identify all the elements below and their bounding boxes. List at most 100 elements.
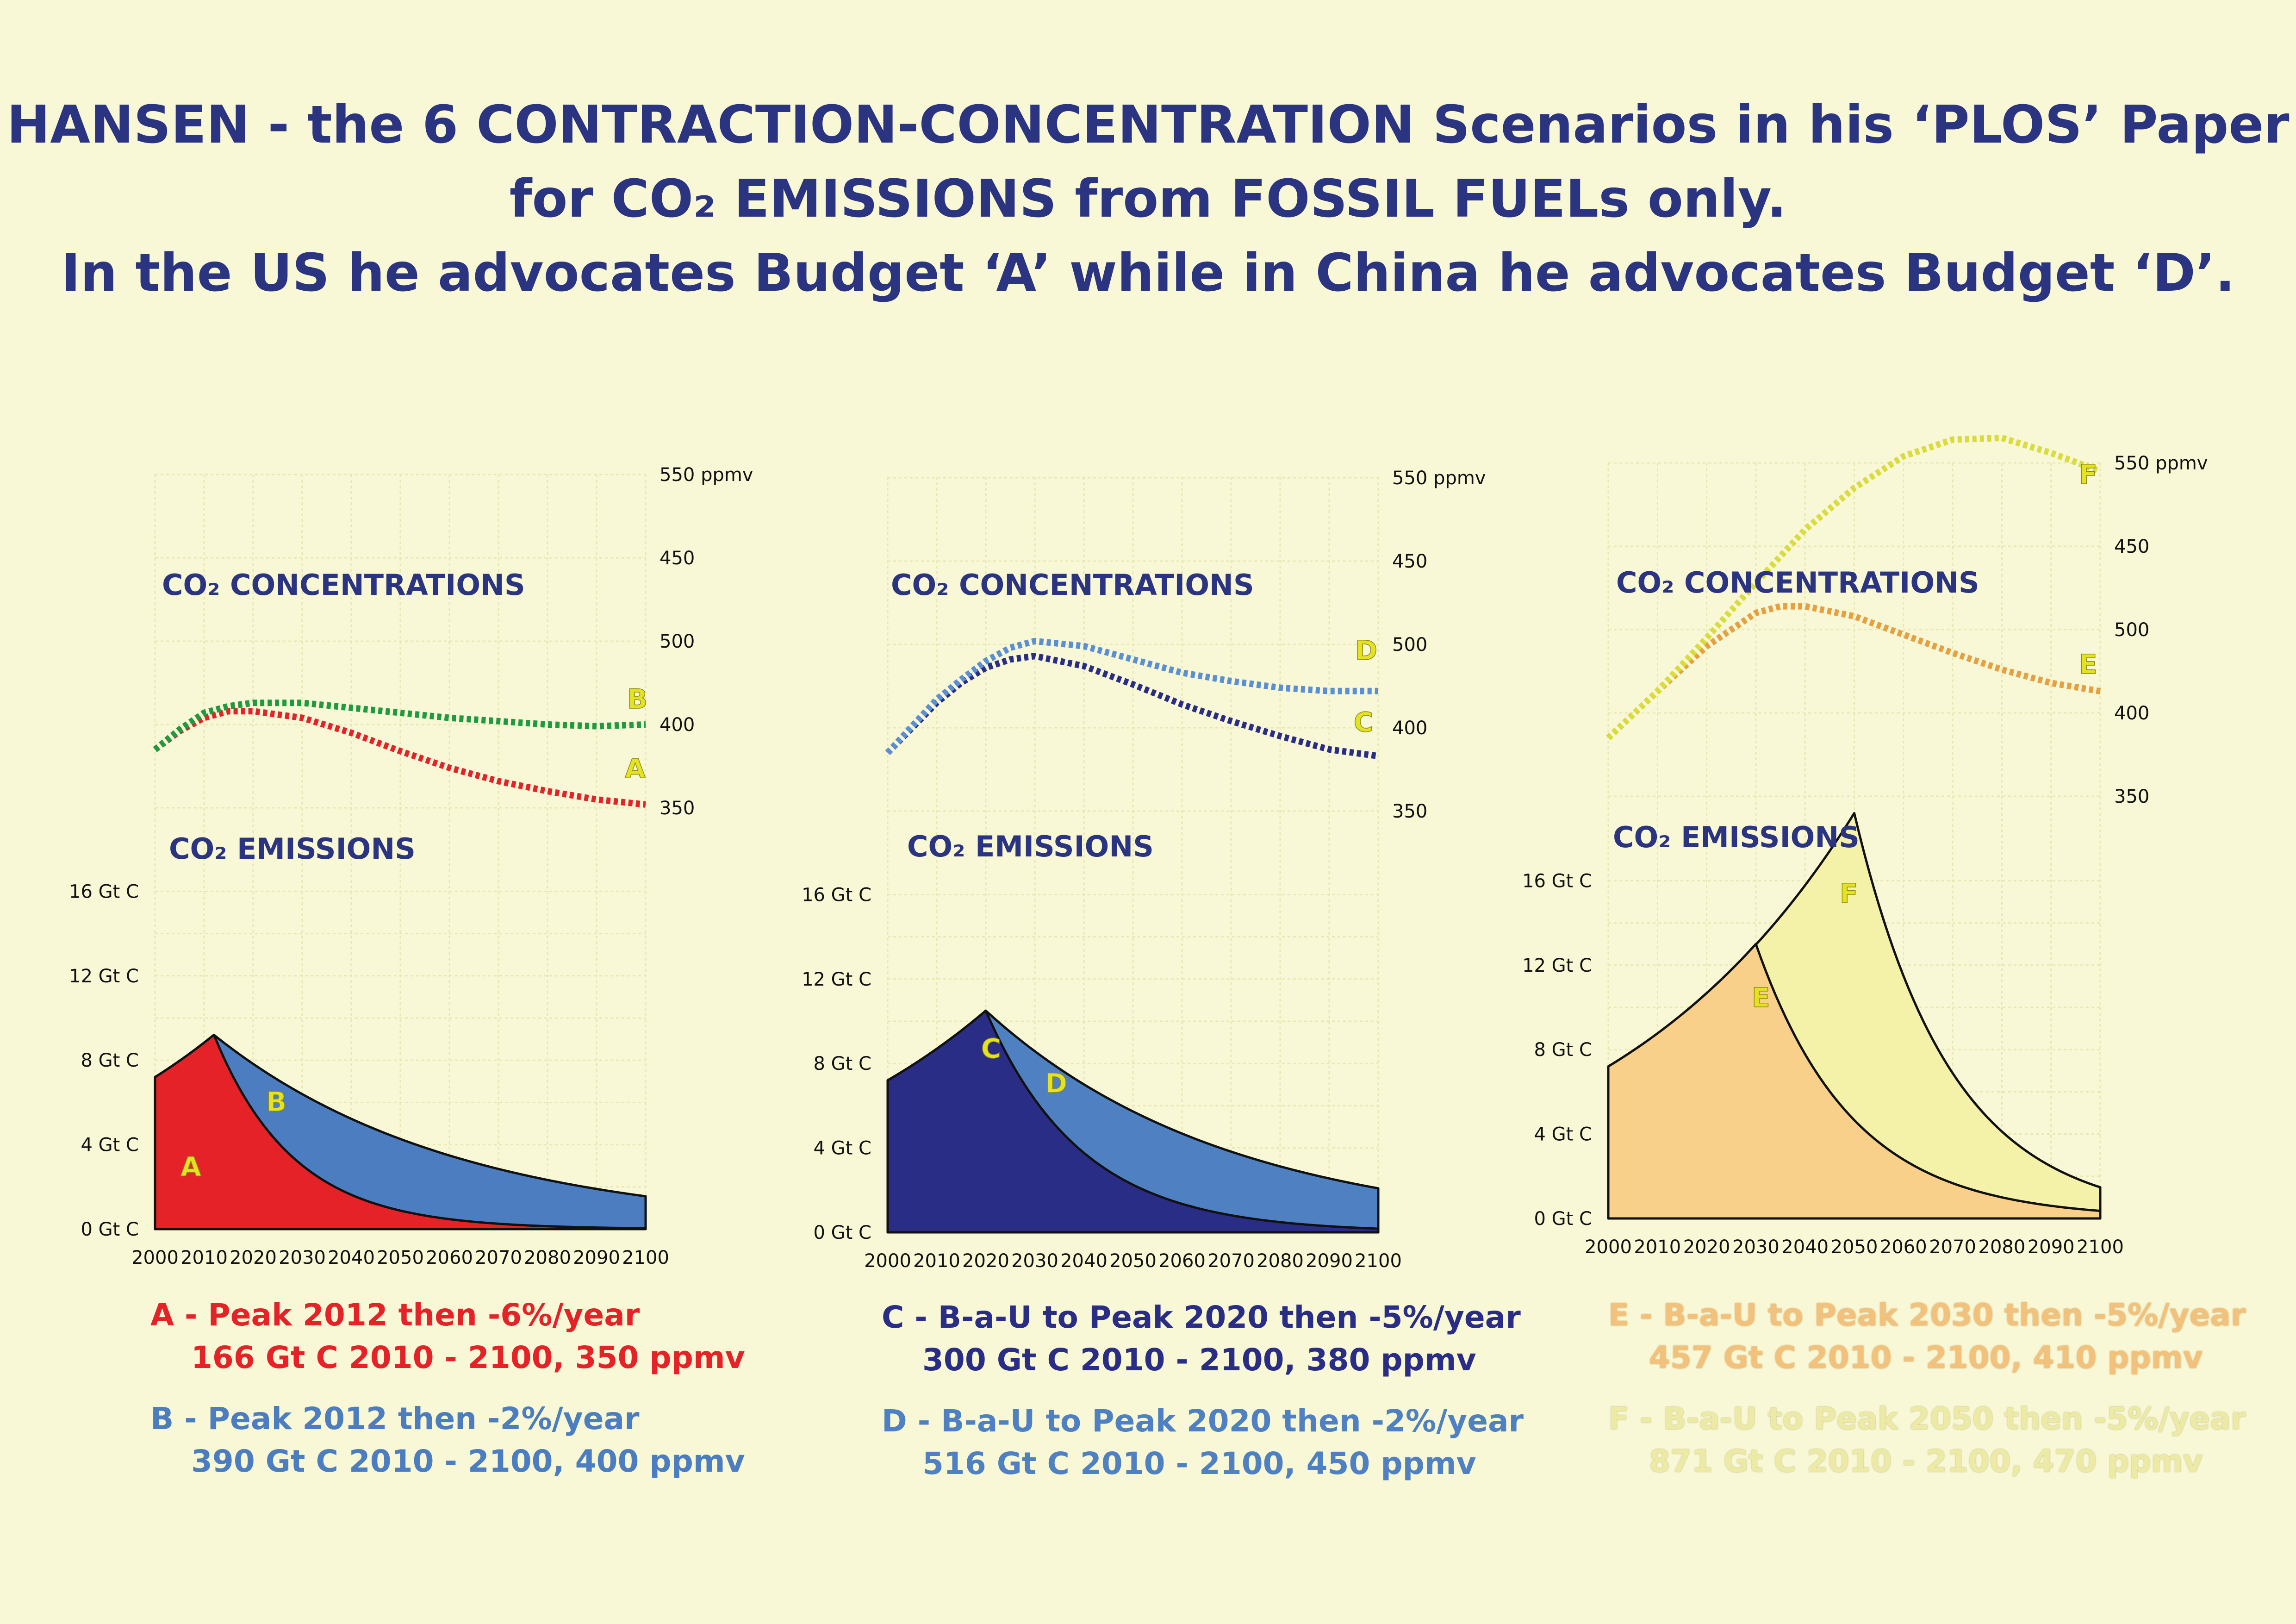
x-tick-3-2030: 2030: [1732, 1237, 1780, 1258]
ppm-tick-2-3: 450: [1392, 551, 1427, 572]
x-tick-3-2090: 2090: [2028, 1237, 2075, 1258]
emissions-label-1: CO₂ EMISSIONS: [169, 832, 416, 866]
y-tick-3-4: 16 Gt C: [1522, 870, 1592, 892]
legend-E: E - B-a-U to Peak 2030 then -5%/year 457…: [1608, 1294, 2246, 1379]
y-tick-2-4: 16 Gt C: [802, 884, 871, 906]
ppm-tick-2-2: 500: [1392, 634, 1427, 656]
legend-F: F - B-a-U to Peak 2050 then -5%/year 871…: [1608, 1398, 2246, 1483]
legend-A-line1: A - Peak 2012 then -6%/year: [150, 1297, 640, 1333]
scenario-letter-C-line: C: [1354, 706, 1374, 738]
x-tick-2-2000: 2000: [864, 1250, 911, 1272]
ppm-tick-1-2: 500: [660, 631, 695, 652]
x-tick-3-2050: 2050: [1831, 1237, 1878, 1258]
title-line-2: for CO₂ EMISSIONS from FOSSIL FUELs only…: [509, 169, 1787, 229]
y-tick-1-3: 12 Gt C: [69, 966, 139, 987]
x-tick-2-2010: 2010: [913, 1250, 960, 1272]
y-tick-3-1: 4 Gt C: [1534, 1124, 1593, 1145]
scenario-letter-E-line: E: [2079, 649, 2097, 680]
x-tick-1-2080: 2080: [524, 1247, 571, 1268]
ppm-tick-1-4: 550 ppmv: [660, 464, 753, 486]
x-tick-3-2000: 2000: [1585, 1237, 1632, 1258]
x-tick-1-2090: 2090: [573, 1247, 620, 1268]
scenario-letter-C-area: C: [981, 1033, 1001, 1064]
y-tick-3-0: 0 Gt C: [1534, 1208, 1593, 1230]
x-tick-2-2100: 2100: [1355, 1250, 1402, 1272]
ppm-tick-1-1: 400: [660, 714, 695, 736]
x-tick-1-2000: 2000: [131, 1247, 179, 1268]
y-tick-2-0: 0 Gt C: [814, 1222, 872, 1243]
legend-A-line2: 166 Gt C 2010 - 2100, 350 ppmv: [191, 1340, 745, 1375]
page-title: HANSEN - the 6 CONTRACTION-CONCENTRATION…: [0, 88, 2296, 310]
y-tick-3-3: 12 Gt C: [1522, 955, 1592, 976]
x-tick-2-2040: 2040: [1060, 1250, 1108, 1272]
legend-C: C - B-a-U to Peak 2020 then -5%/year 300…: [882, 1296, 1524, 1381]
legend-B-line1: B - Peak 2012 then -2%/year: [150, 1401, 640, 1437]
legend-panel-3: E - B-a-U to Peak 2030 then -5%/year 457…: [1608, 1294, 2246, 1483]
x-tick-3-2070: 2070: [1929, 1237, 1976, 1258]
legend-F-line2: 871 Gt C 2010 - 2100, 470 ppmv: [1649, 1443, 2203, 1479]
x-tick-1-2050: 2050: [377, 1247, 424, 1268]
x-tick-2-2080: 2080: [1257, 1250, 1304, 1272]
legend-C-line2: 300 Gt C 2010 - 2100, 380 ppmv: [922, 1342, 1476, 1378]
x-tick-2-2030: 2030: [1011, 1250, 1058, 1272]
x-tick-2-2060: 2060: [1158, 1250, 1206, 1272]
legend-D-line1: D - B-a-U to Peak 2020 then -2%/year: [882, 1403, 1524, 1439]
x-tick-1-2040: 2040: [328, 1247, 375, 1268]
concentrations-label-1: CO₂ CONCENTRATIONS: [162, 568, 525, 602]
x-tick-1-2100: 2100: [622, 1247, 669, 1268]
y-tick-1-0: 0 Gt C: [81, 1219, 139, 1240]
scenario-letter-A-area: A: [180, 1151, 201, 1182]
ppm-tick-3-3: 450: [2114, 536, 2149, 557]
scenario-letter-D-area: D: [1045, 1068, 1067, 1099]
legend-B-line2: 390 Gt C 2010 - 2100, 400 ppmv: [191, 1443, 745, 1479]
y-tick-1-2: 8 Gt C: [81, 1050, 139, 1071]
ppm-tick-3-2: 500: [2114, 619, 2149, 641]
x-tick-3-2060: 2060: [1880, 1237, 1927, 1258]
scenario-letter-F-area: F: [1840, 878, 1858, 909]
x-tick-1-2010: 2010: [180, 1247, 228, 1268]
ppm-tick-3-0: 350: [2114, 786, 2149, 807]
x-tick-3-2040: 2040: [1781, 1237, 1829, 1258]
concentration-line-F: [1606, 435, 2102, 741]
concentration-line-B: [153, 700, 646, 752]
x-tick-3-2010: 2010: [1634, 1237, 1681, 1258]
y-tick-2-3: 12 Gt C: [802, 969, 871, 990]
legend-D-line2: 516 Gt C 2010 - 2100, 450 ppmv: [922, 1446, 1476, 1481]
ppm-tick-3-4: 550 ppmv: [2114, 453, 2208, 474]
x-tick-1-2060: 2060: [426, 1247, 473, 1268]
scenario-letter-E-area: E: [1752, 982, 1770, 1013]
legend-panel-1: A - Peak 2012 then -6%/year 166 Gt C 201…: [150, 1294, 745, 1483]
concentrations-label-2: CO₂ CONCENTRATIONS: [891, 568, 1254, 602]
y-tick-2-2: 8 Gt C: [814, 1053, 872, 1074]
ppm-tick-1-0: 350: [660, 798, 695, 819]
ppm-tick-2-4: 550 ppmv: [1392, 468, 1486, 489]
y-tick-1-4: 16 Gt C: [69, 881, 139, 902]
legend-A: A - Peak 2012 then -6%/year 166 Gt C 201…: [150, 1294, 745, 1379]
scenario-letter-F-line: F: [2079, 459, 2097, 490]
x-tick-2-2050: 2050: [1109, 1250, 1157, 1272]
ppm-tick-3-1: 400: [2114, 703, 2149, 724]
emissions-label-2: CO₂ EMISSIONS: [907, 830, 1154, 863]
scenario-letter-A-line: A: [625, 753, 646, 784]
x-tick-3-2080: 2080: [1979, 1237, 2026, 1258]
legend-D: D - B-a-U to Peak 2020 then -2%/year 516…: [882, 1400, 1524, 1485]
scenario-letter-D-line: D: [1355, 635, 1377, 666]
emissions-area-A: [154, 1033, 647, 1230]
x-tick-3-2100: 2100: [2077, 1237, 2124, 1258]
y-tick-1-1: 4 Gt C: [81, 1135, 139, 1156]
legend-B: B - Peak 2012 then -2%/year 390 Gt C 201…: [150, 1398, 745, 1483]
legend-C-line1: C - B-a-U to Peak 2020 then -5%/year: [882, 1299, 1521, 1335]
scenario-letter-B-line: B: [627, 683, 647, 715]
concentration-line-E: [1606, 603, 2101, 741]
x-tick-2-2070: 2070: [1207, 1250, 1255, 1272]
legend-E-line2: 457 Gt C 2010 - 2100, 410 ppmv: [1649, 1340, 2203, 1375]
concentrations-label-3: CO₂ CONCENTRATIONS: [1616, 566, 1979, 600]
title-line-3: In the US he advocates Budget ‘A’ while …: [61, 243, 2235, 303]
y-tick-3-2: 8 Gt C: [1534, 1039, 1593, 1061]
legend-panel-2: C - B-a-U to Peak 2020 then -5%/year 300…: [882, 1296, 1524, 1485]
x-tick-1-2030: 2030: [279, 1247, 326, 1268]
concentration-line-D: [885, 637, 1378, 755]
ppm-tick-2-1: 400: [1392, 718, 1427, 739]
legend-E-line1: E - B-a-U to Peak 2030 then -5%/year: [1608, 1297, 2246, 1333]
